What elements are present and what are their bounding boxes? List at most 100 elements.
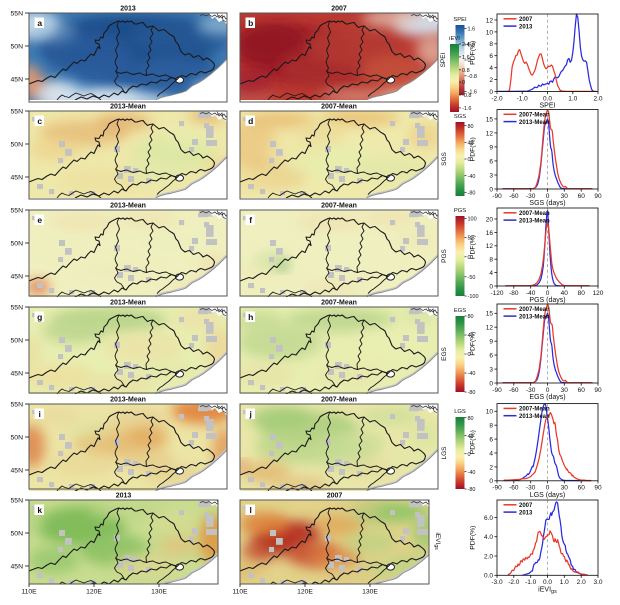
svg-text:e: e xyxy=(37,215,42,225)
svg-text:-30: -30 xyxy=(526,193,536,200)
svg-text:2007: 2007 xyxy=(327,493,343,500)
svg-text:0: 0 xyxy=(489,380,493,387)
svg-text:2013: 2013 xyxy=(519,510,533,516)
svg-text:PGS (days): PGS (days) xyxy=(529,297,565,304)
svg-text:-50: -50 xyxy=(468,275,476,281)
svg-text:EGS: EGS xyxy=(454,308,466,314)
svg-text:0: 0 xyxy=(489,186,493,193)
svg-text:-60: -60 xyxy=(509,193,519,200)
svg-text:4: 4 xyxy=(489,450,493,457)
svg-text:6: 6 xyxy=(489,437,493,444)
svg-text:90: 90 xyxy=(594,485,602,492)
svg-text:-80: -80 xyxy=(509,290,519,297)
svg-text:55N: 55N xyxy=(11,497,24,504)
svg-text:2013-Mean: 2013-Mean xyxy=(519,314,550,320)
svg-text:h: h xyxy=(248,312,253,322)
svg-text:60: 60 xyxy=(578,485,586,492)
svg-text:-90: -90 xyxy=(492,193,502,200)
svg-text:0.0: 0.0 xyxy=(543,579,552,586)
svg-text:-0.8: -0.8 xyxy=(462,93,471,99)
svg-text:0: 0 xyxy=(468,58,471,64)
svg-text:45N: 45N xyxy=(11,273,24,280)
svg-text:2013-Mean: 2013-Mean xyxy=(519,414,550,420)
svg-text:60: 60 xyxy=(578,193,586,200)
svg-text:SGS: SGS xyxy=(454,114,466,120)
svg-text:2013-Mean: 2013-Mean xyxy=(110,203,146,210)
svg-text:LGS: LGS xyxy=(441,446,448,460)
svg-text:130E: 130E xyxy=(362,589,378,596)
svg-text:-90: -90 xyxy=(492,387,502,394)
svg-text:2007: 2007 xyxy=(519,503,533,509)
svg-text:PDF(%): PDF(%) xyxy=(470,331,477,355)
svg-text:0: 0 xyxy=(468,352,471,358)
svg-text:0: 0 xyxy=(489,89,493,96)
svg-text:PDF(%): PDF(%) xyxy=(470,430,477,454)
svg-text:2013-Mean: 2013-Mean xyxy=(110,300,146,307)
svg-text:10: 10 xyxy=(486,29,494,36)
svg-text:0: 0 xyxy=(489,478,493,485)
svg-text:55N: 55N xyxy=(11,10,24,17)
svg-text:j: j xyxy=(249,409,252,419)
svg-text:-40: -40 xyxy=(468,174,476,180)
svg-text:-80: -80 xyxy=(468,487,476,493)
svg-text:12: 12 xyxy=(486,17,494,24)
svg-text:40: 40 xyxy=(561,290,569,297)
svg-text:iEVI: iEVI xyxy=(449,36,460,42)
svg-text:-60: -60 xyxy=(509,387,519,394)
svg-text:0: 0 xyxy=(468,255,471,261)
svg-text:EGS (days): EGS (days) xyxy=(529,394,565,401)
svg-text:-1.0: -1.0 xyxy=(517,95,529,102)
svg-text:50N: 50N xyxy=(11,141,24,148)
svg-text:45N: 45N xyxy=(11,370,24,377)
svg-text:SGS: SGS xyxy=(441,151,448,165)
svg-text:PGS: PGS xyxy=(454,208,466,214)
svg-text:-40: -40 xyxy=(526,290,536,297)
svg-text:45N: 45N xyxy=(11,467,24,474)
svg-text:2007-Mean: 2007-Mean xyxy=(321,104,357,111)
svg-text:50: 50 xyxy=(468,236,474,242)
svg-text:120E: 120E xyxy=(86,589,102,596)
svg-text:-120: -120 xyxy=(490,290,503,297)
svg-text:2007-Mean: 2007-Mean xyxy=(321,397,357,404)
svg-text:0.8: 0.8 xyxy=(468,42,476,48)
svg-text:3: 3 xyxy=(489,172,493,179)
svg-text:16: 16 xyxy=(486,230,494,237)
svg-text:3: 3 xyxy=(489,367,493,374)
svg-text:80: 80 xyxy=(468,314,474,320)
svg-text:SGS (days): SGS (days) xyxy=(529,200,565,207)
svg-text:12: 12 xyxy=(486,325,494,332)
svg-text:45N: 45N xyxy=(11,174,24,181)
svg-text:iEVIgs: iEVIgs xyxy=(433,532,441,550)
svg-text:2013-Mean: 2013-Mean xyxy=(110,397,146,404)
svg-text:0.0: 0.0 xyxy=(484,573,493,580)
svg-text:PDF(%): PDF(%) xyxy=(470,137,477,161)
svg-text:30: 30 xyxy=(561,485,569,492)
svg-text:SPEI: SPEI xyxy=(453,17,467,23)
svg-text:2007: 2007 xyxy=(519,17,533,23)
svg-text:2013-Mean: 2013-Mean xyxy=(519,120,550,126)
svg-text:c: c xyxy=(37,116,42,126)
svg-text:55N: 55N xyxy=(11,108,24,115)
svg-text:i: i xyxy=(39,409,41,419)
svg-text:-80: -80 xyxy=(468,190,476,196)
svg-text:-1.6: -1.6 xyxy=(468,90,477,96)
svg-text:2.0: 2.0 xyxy=(484,553,493,560)
svg-text:-30: -30 xyxy=(526,485,536,492)
svg-text:1.6: 1.6 xyxy=(462,55,470,61)
svg-text:PGS: PGS xyxy=(441,248,448,262)
svg-text:55N: 55N xyxy=(11,207,24,214)
svg-text:2: 2 xyxy=(489,464,493,471)
svg-text:15: 15 xyxy=(486,116,494,123)
svg-text:8: 8 xyxy=(489,423,493,430)
svg-text:a: a xyxy=(37,18,42,28)
svg-text:10: 10 xyxy=(486,409,494,416)
svg-text:40: 40 xyxy=(468,434,474,440)
svg-text:-40: -40 xyxy=(468,470,476,476)
svg-text:2007-Mean: 2007-Mean xyxy=(519,407,550,413)
svg-text:l: l xyxy=(250,505,252,515)
svg-text:2007: 2007 xyxy=(331,6,347,13)
svg-text:SPEI: SPEI xyxy=(440,52,447,67)
svg-text:k: k xyxy=(37,505,42,515)
svg-text:-1.0: -1.0 xyxy=(525,579,537,586)
svg-text:1.0: 1.0 xyxy=(568,95,577,102)
